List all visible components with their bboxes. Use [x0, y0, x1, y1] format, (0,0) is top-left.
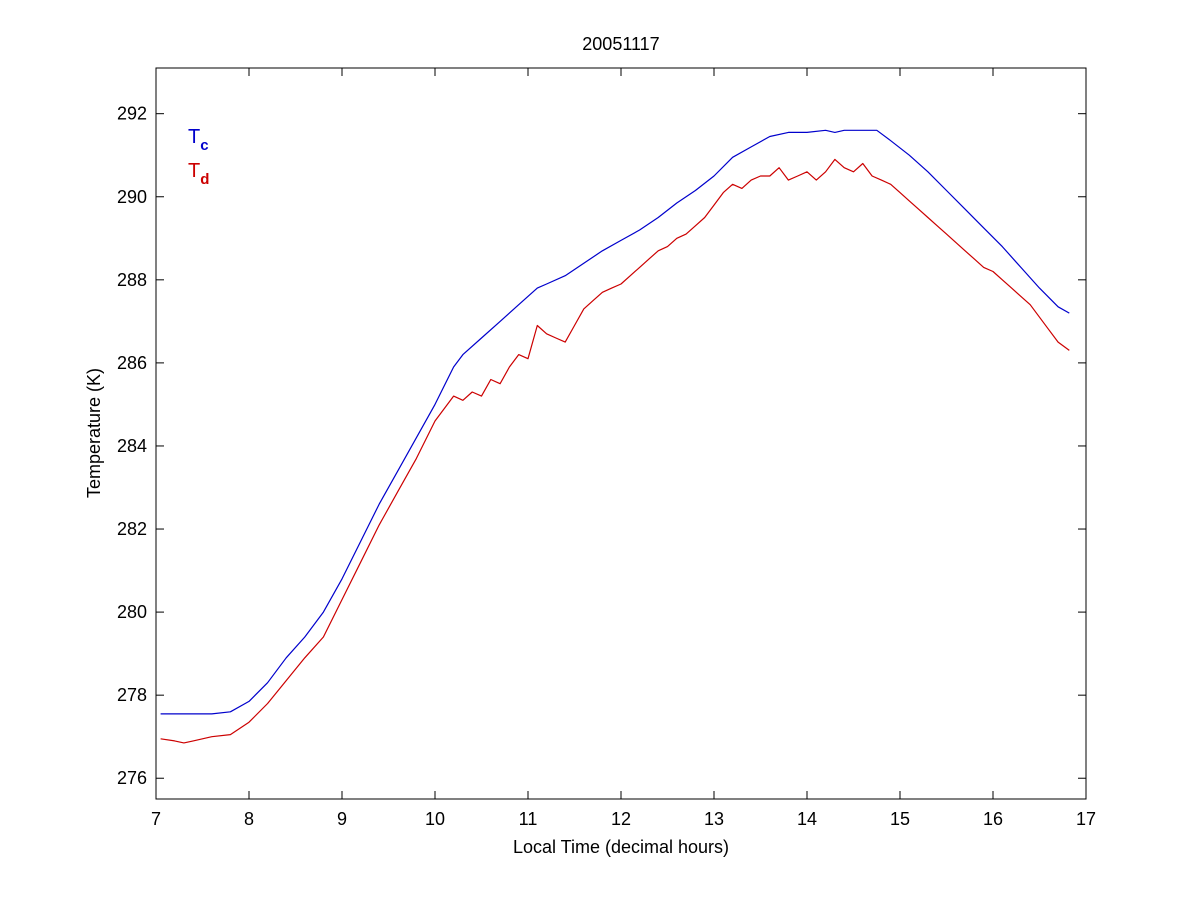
y-tick-label: 288 — [117, 270, 147, 290]
y-tick-label: 290 — [117, 187, 147, 207]
axes-box — [155, 67, 1087, 800]
series-line-T-c — [160, 129, 1070, 715]
y-tick-label: 282 — [117, 519, 147, 539]
series-layer — [160, 129, 1070, 744]
chart-title: 20051117 — [582, 34, 659, 54]
x-tick-label: 8 — [244, 809, 254, 829]
legend-subscript: d — [200, 171, 209, 188]
plot-area — [155, 67, 1087, 800]
x-tick-label: 10 — [425, 809, 445, 829]
x-tick-label: 7 — [151, 809, 161, 829]
series-line-T-d — [160, 158, 1070, 744]
legend-subscript: c — [200, 137, 208, 154]
y-tick-label: 280 — [117, 602, 147, 622]
x-axis-label: Local Time (decimal hours) — [513, 837, 729, 857]
legend-label: T — [188, 126, 200, 148]
y-axis-label: Temperature (K) — [84, 368, 104, 498]
x-tick-label: 15 — [890, 809, 910, 829]
x-tick-label: 12 — [611, 809, 631, 829]
legend-entry-d: Td — [188, 160, 209, 188]
x-tick-label: 9 — [337, 809, 347, 829]
x-tick-label: 13 — [704, 809, 724, 829]
y-tick-label: 278 — [117, 685, 147, 705]
y-tick-label: 292 — [117, 104, 147, 124]
x-tick-label: 14 — [797, 809, 817, 829]
y-tick-label: 286 — [117, 353, 147, 373]
x-axis-ticks: 7 8 9 10 11 12 13 14 15 16 17 — [151, 68, 1096, 829]
legend-entry-c: Tc — [188, 126, 209, 154]
y-axis-ticks: 276 278 280 282 284 286 288 290 292 — [117, 104, 1086, 788]
x-tick-label: 17 — [1076, 809, 1096, 829]
x-tick-label: 16 — [983, 809, 1003, 829]
y-tick-label: 284 — [117, 436, 147, 456]
y-tick-label: 276 — [117, 768, 147, 788]
legend-label: T — [188, 160, 200, 182]
x-tick-label: 11 — [519, 809, 538, 829]
